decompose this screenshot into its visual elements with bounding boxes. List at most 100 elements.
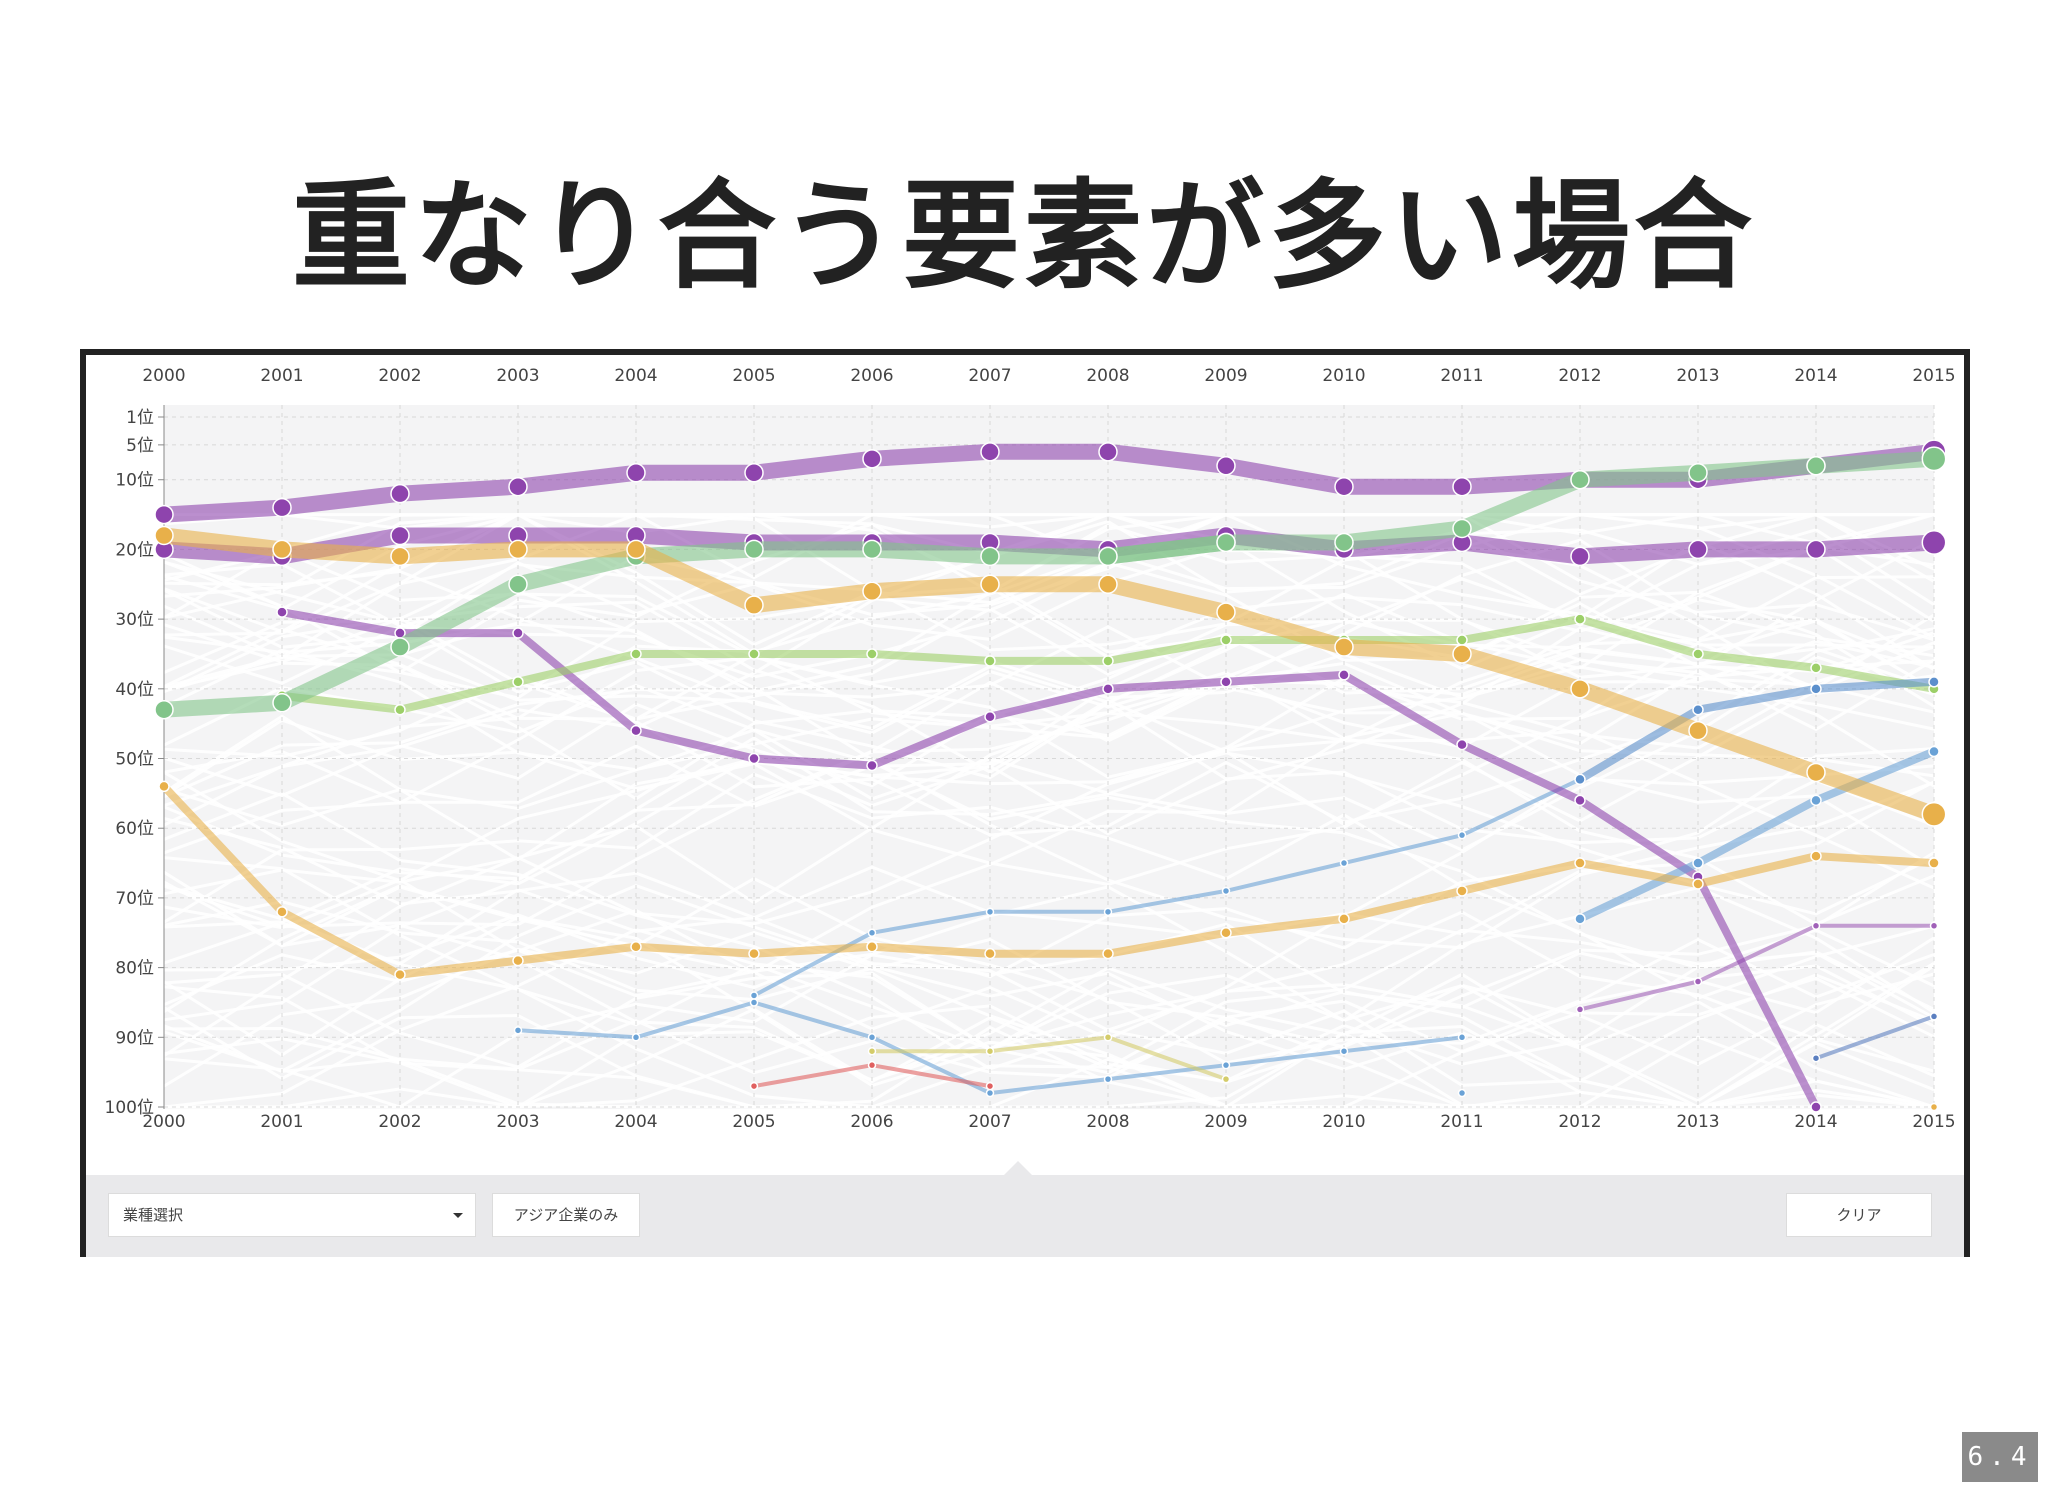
- x-tick-label-top: 2001: [260, 366, 303, 386]
- series-point: [749, 991, 759, 1000]
- x-tick-label-top: 2008: [1086, 366, 1129, 386]
- series-point: [1220, 676, 1232, 688]
- series-point: [862, 539, 882, 560]
- series-point: [276, 606, 288, 618]
- series-point: [1216, 602, 1236, 622]
- slide-title: 重なり合う要素が多い場合: [291, 167, 1756, 305]
- x-tick-label-bottom: 2007: [968, 1112, 1011, 1132]
- series-point: [1692, 878, 1704, 890]
- background-rank-line: [163, 772, 1935, 1000]
- series-point: [749, 1081, 759, 1091]
- series-point: [1456, 885, 1468, 897]
- series-point: [1221, 1060, 1231, 1070]
- series-point: [1574, 913, 1586, 925]
- x-tick-label-top: 2002: [378, 366, 421, 386]
- series-point: [1921, 801, 1947, 827]
- series-line: [1576, 747, 1938, 923]
- series-point: [1103, 1074, 1113, 1084]
- series-point: [1221, 1074, 1231, 1084]
- series-point: [1216, 532, 1236, 553]
- series-point: [390, 637, 410, 657]
- background-rank-line: [163, 560, 1935, 788]
- series-line: [1578, 923, 1936, 1012]
- series-point: [1334, 637, 1354, 657]
- series-point: [980, 574, 1000, 595]
- series-point: [154, 699, 174, 720]
- series-point: [1102, 947, 1114, 960]
- x-tick-label-bottom: 2014: [1794, 1112, 1837, 1132]
- x-tick-label-top: 2006: [850, 366, 893, 386]
- series-point: [1810, 662, 1822, 674]
- series-point: [390, 546, 410, 567]
- series-point: [1811, 1053, 1821, 1063]
- x-tick-label-bottom: 2012: [1558, 1112, 1601, 1132]
- series-point: [744, 463, 764, 483]
- series-point: [1221, 886, 1231, 896]
- series-point: [985, 1046, 995, 1056]
- series-point: [980, 546, 1000, 567]
- series-point: [272, 693, 292, 713]
- series-point: [1929, 1102, 1939, 1112]
- background-rank-line: [163, 910, 1935, 1109]
- x-tick-label-top: 2009: [1204, 366, 1247, 386]
- series-point: [394, 968, 406, 981]
- series-point: [748, 947, 760, 960]
- background-rank-line: [163, 545, 1935, 731]
- background-rank-line: [163, 550, 1935, 700]
- background-rank-line: [164, 966, 1935, 1109]
- series-point: [1929, 1012, 1939, 1021]
- x-tick-label-top: 2012: [1558, 366, 1601, 386]
- background-rank-line: [163, 751, 1935, 926]
- background-rank-line: [163, 972, 1935, 1109]
- background-rank-line: [163, 513, 1935, 664]
- series-point: [626, 539, 646, 560]
- y-tick-label: 30位: [115, 610, 154, 630]
- series-point: [866, 759, 878, 772]
- series-point: [154, 525, 174, 546]
- background-rank-line: [163, 655, 1935, 855]
- x-tick-label-bottom: 2011: [1440, 1112, 1483, 1132]
- series-point: [749, 998, 759, 1007]
- control-bar: 業種選択 アジア企業のみ クリア: [86, 1175, 1964, 1257]
- background-rank-line: [163, 683, 1935, 1011]
- y-tick-label: 20位: [115, 540, 154, 560]
- series-point: [1688, 720, 1708, 741]
- series-point: [1102, 683, 1114, 695]
- asia-only-button[interactable]: アジア企業のみ: [492, 1193, 640, 1237]
- x-tick-label-top: 2013: [1676, 366, 1719, 386]
- series-point: [1921, 530, 1947, 555]
- background-rank-line: [163, 777, 1935, 1040]
- y-tick-label: 90位: [115, 1028, 154, 1048]
- x-tick-label-top: 2004: [614, 366, 657, 386]
- background-rank-line: [163, 915, 1935, 1088]
- background-rank-line: [163, 676, 1935, 883]
- series-point: [1570, 679, 1590, 699]
- series-point: [984, 947, 996, 960]
- series-point: [1928, 676, 1940, 688]
- series-point: [985, 907, 995, 917]
- y-tick-label: 60位: [115, 819, 154, 839]
- series-point: [1810, 1101, 1822, 1113]
- x-tick-label-bottom: 2006: [850, 1112, 893, 1132]
- clear-button[interactable]: クリア: [1786, 1193, 1932, 1237]
- industry-select[interactable]: 業種選択: [108, 1193, 476, 1237]
- series-point: [980, 442, 1000, 462]
- series-point: [390, 483, 410, 504]
- series-point: [1098, 574, 1118, 595]
- series-point: [1574, 794, 1586, 807]
- y-tick-label: 40位: [115, 680, 154, 700]
- background-rank-line: [163, 619, 1935, 929]
- series-point: [1098, 546, 1118, 567]
- series-point: [862, 581, 882, 601]
- series-point: [1692, 703, 1704, 716]
- series-point: [1339, 858, 1349, 868]
- series-point: [1338, 913, 1350, 925]
- series-point: [748, 752, 760, 765]
- x-tick-label-bottom: 2004: [614, 1112, 657, 1132]
- series-point: [867, 1046, 877, 1056]
- series-point: [508, 476, 528, 497]
- y-tick-label: 1位: [126, 408, 154, 428]
- series-point: [1810, 850, 1822, 862]
- series-point: [272, 539, 292, 560]
- series-point: [866, 940, 878, 953]
